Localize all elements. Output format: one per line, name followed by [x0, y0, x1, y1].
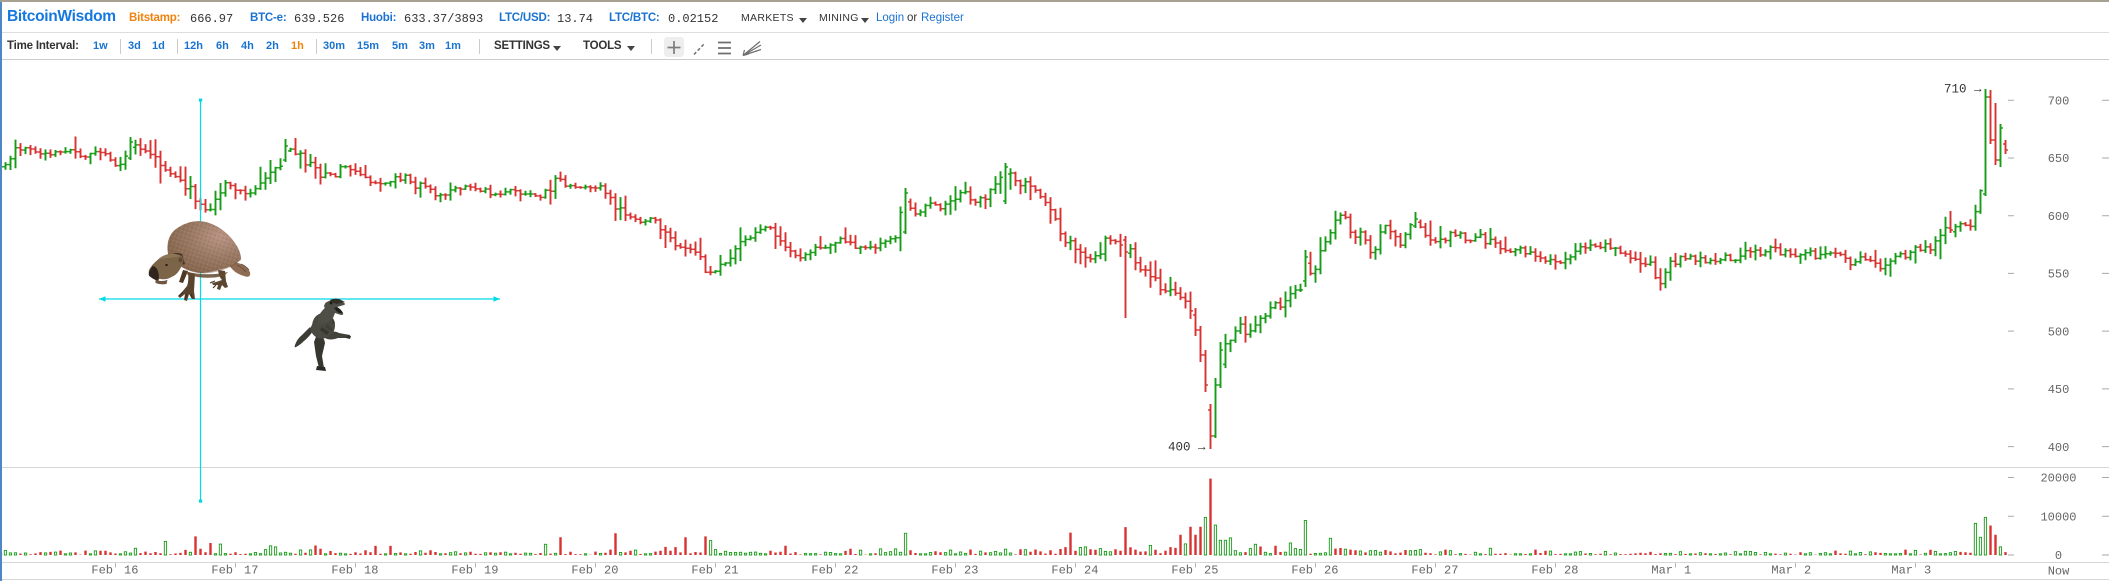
svg-text:Feb: Feb	[1171, 564, 1193, 578]
svg-text:Mar: Mar	[1651, 564, 1673, 578]
svg-text:Feb: Feb	[1291, 564, 1313, 578]
svg-text:Feb: Feb	[331, 564, 353, 578]
svg-text:Feb: Feb	[211, 564, 233, 578]
svg-text:19: 19	[484, 564, 498, 578]
svg-text:710 →: 710 →	[1944, 83, 1982, 97]
svg-text:1: 1	[1684, 564, 1691, 578]
svg-text:27: 27	[1444, 564, 1458, 578]
svg-text:500: 500	[2048, 325, 2070, 339]
svg-text:20: 20	[604, 564, 618, 578]
svg-text:23: 23	[964, 564, 978, 578]
svg-text:700: 700	[2048, 95, 2070, 109]
svg-text:0: 0	[2055, 549, 2062, 563]
svg-text:16: 16	[124, 564, 138, 578]
svg-text:Feb: Feb	[1051, 564, 1073, 578]
svg-text:21: 21	[724, 564, 738, 578]
svg-text:18: 18	[364, 564, 378, 578]
svg-text:Feb: Feb	[1411, 564, 1433, 578]
svg-text:24: 24	[1084, 564, 1098, 578]
svg-text:17: 17	[244, 564, 258, 578]
svg-text:Feb: Feb	[571, 564, 593, 578]
svg-text:20000: 20000	[2040, 472, 2076, 486]
svg-text:25: 25	[1204, 564, 1218, 578]
svg-text:Feb: Feb	[1531, 564, 1553, 578]
svg-text:650: 650	[2048, 152, 2070, 166]
svg-text:Feb: Feb	[451, 564, 473, 578]
svg-text:22: 22	[844, 564, 858, 578]
svg-text:Mar: Mar	[1891, 564, 1913, 578]
svg-text:Feb: Feb	[811, 564, 833, 578]
svg-text:Feb: Feb	[931, 564, 953, 578]
svg-text:3: 3	[1924, 564, 1931, 578]
svg-text:Mar: Mar	[1771, 564, 1793, 578]
svg-text:400: 400	[2048, 441, 2070, 455]
svg-text:400 →: 400 →	[1168, 440, 1206, 454]
svg-text:28: 28	[1564, 564, 1578, 578]
svg-text:450: 450	[2048, 383, 2070, 397]
svg-text:10000: 10000	[2040, 511, 2076, 525]
svg-text:26: 26	[1324, 564, 1338, 578]
svg-text:600: 600	[2048, 210, 2070, 224]
svg-text:Now: Now	[2048, 565, 2070, 579]
svg-text:550: 550	[2048, 268, 2070, 282]
svg-text:Feb: Feb	[691, 564, 713, 578]
svg-text:Feb: Feb	[91, 564, 113, 578]
svg-text:2: 2	[1804, 564, 1811, 578]
